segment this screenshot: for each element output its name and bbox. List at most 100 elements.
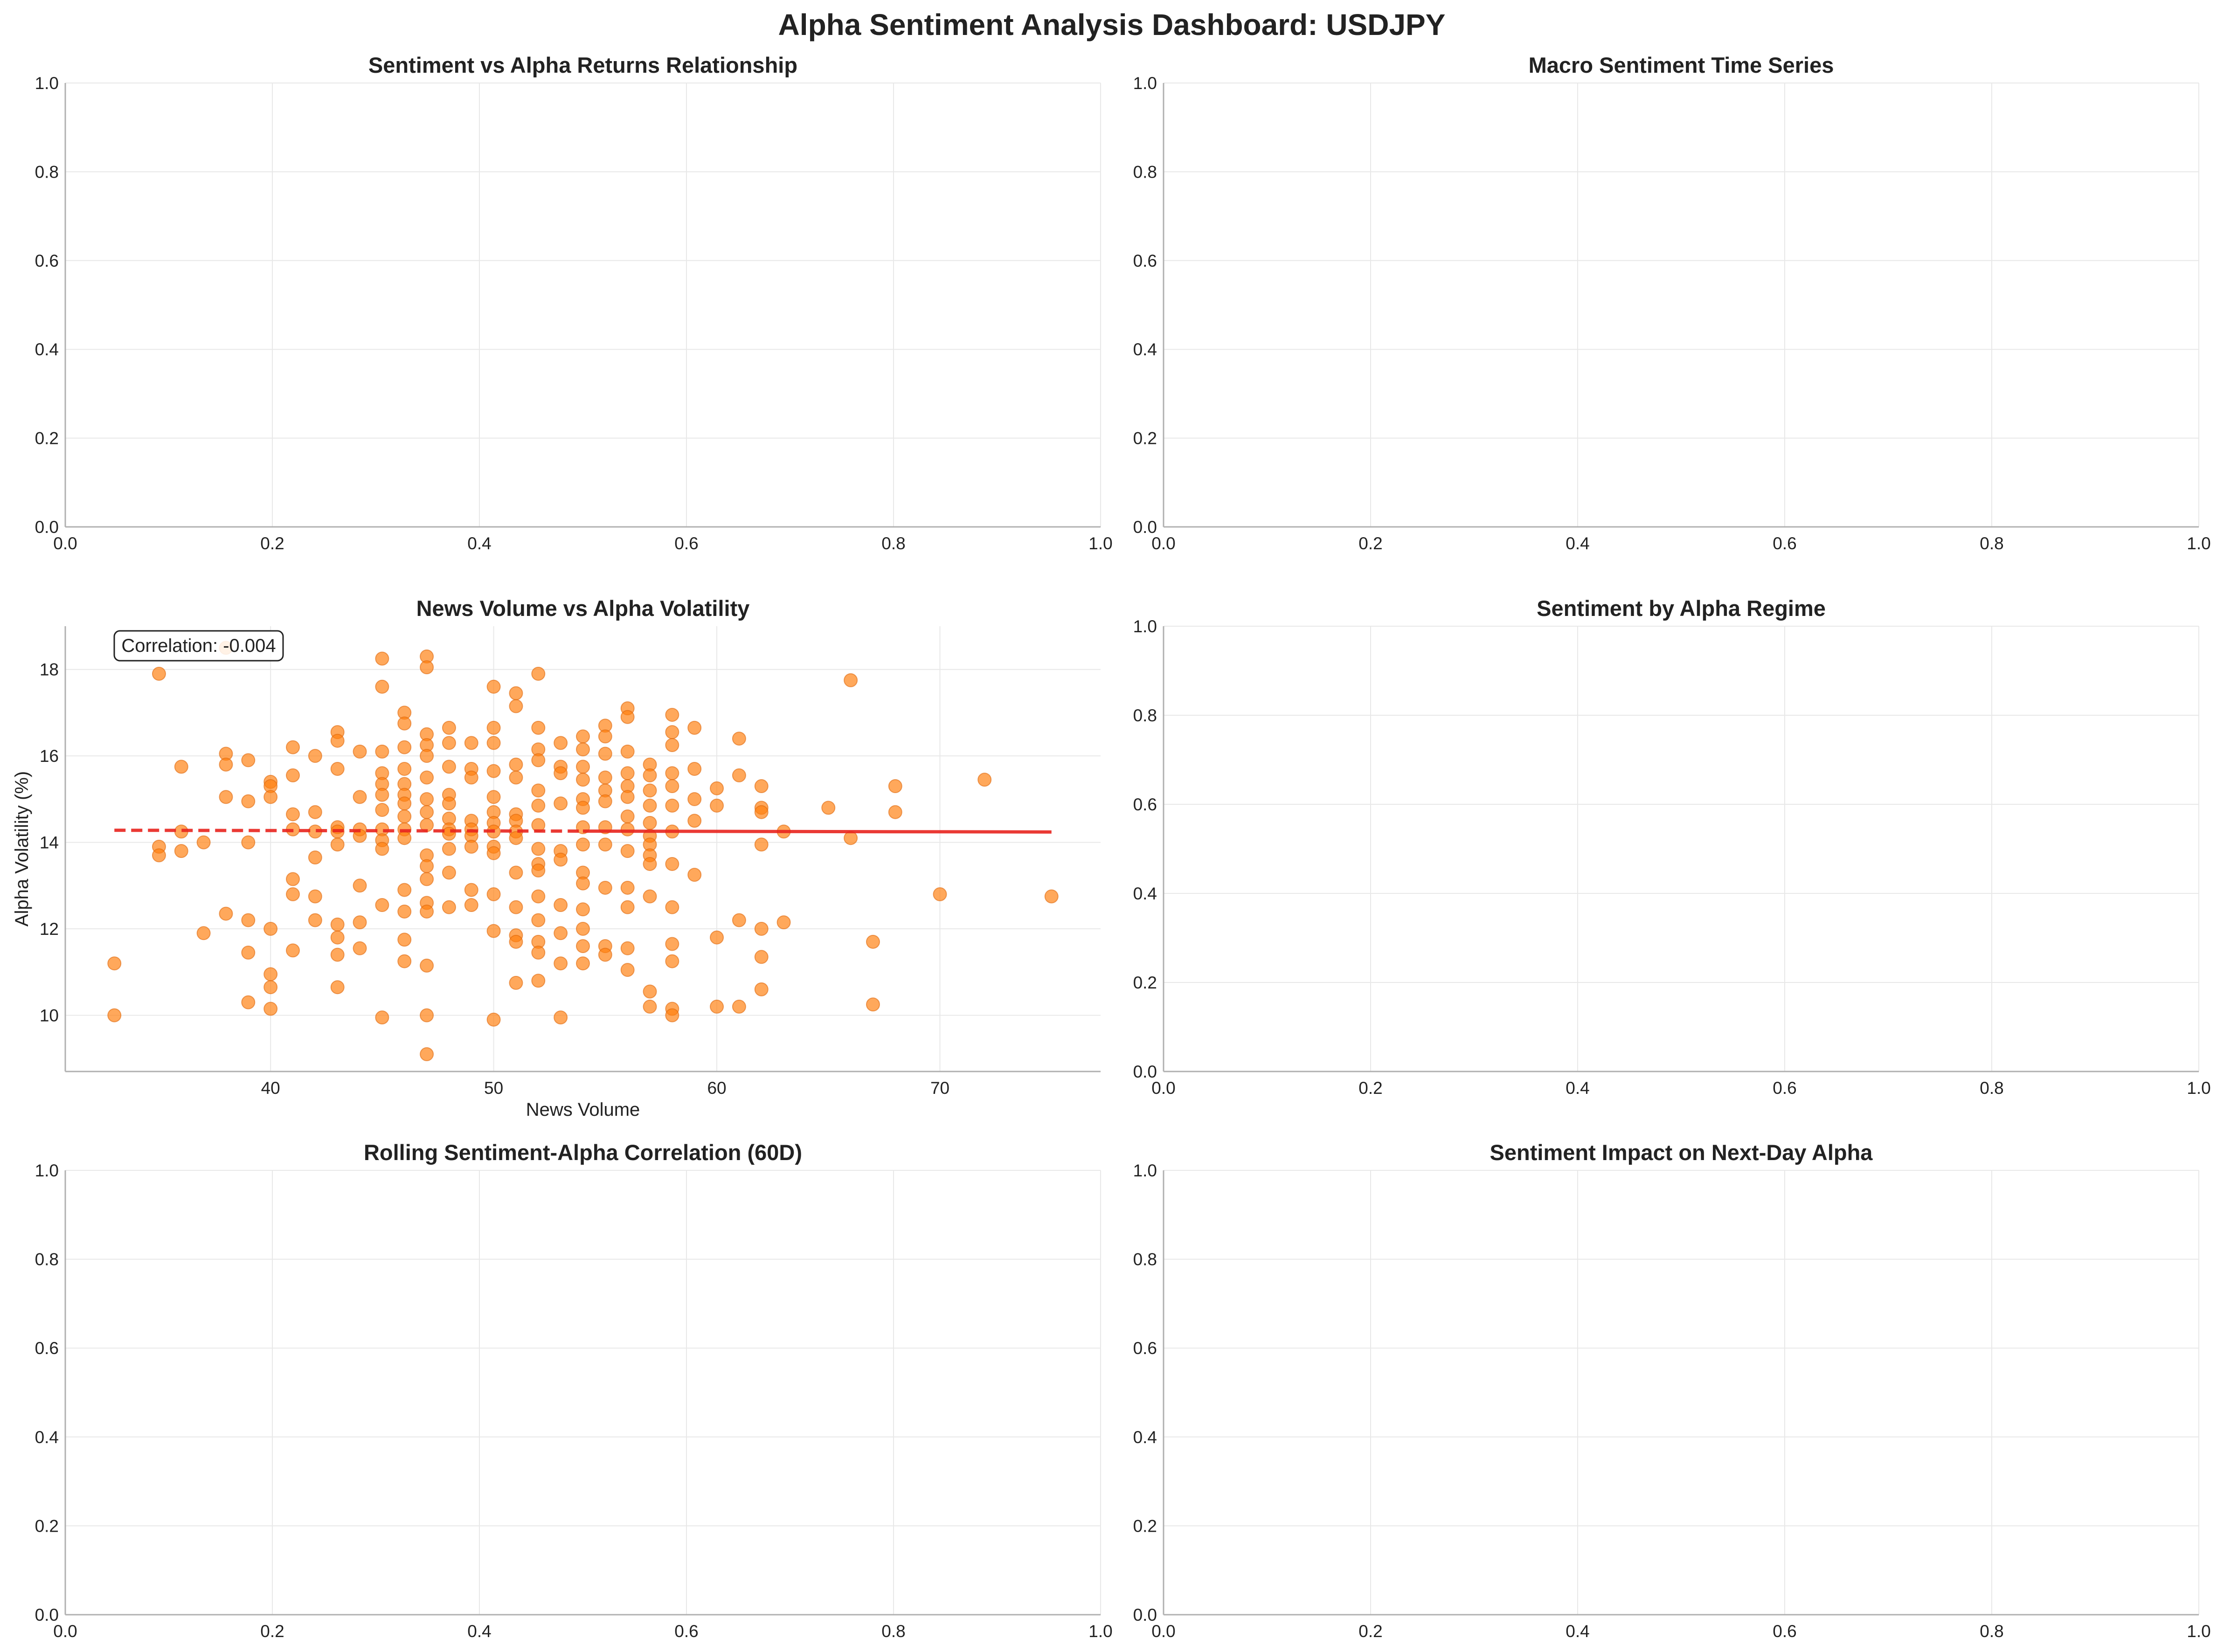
scatter-point (442, 760, 456, 774)
x-tick-label: 1.0 (2187, 1078, 2210, 1098)
y-tick-label: 0.2 (1133, 1516, 1157, 1535)
scatter-point (576, 902, 590, 917)
scatter-point (486, 924, 501, 938)
scatter-point (330, 917, 345, 932)
scatter-point (375, 744, 389, 759)
scatter-point (598, 729, 612, 744)
scatter-point (196, 835, 211, 850)
scatter-point (397, 796, 412, 811)
scatter-point (554, 852, 568, 867)
scatter-point (620, 744, 635, 759)
y-tick-label: 0.6 (1133, 1339, 1157, 1358)
scatter-point (576, 876, 590, 891)
scatter-point (442, 842, 456, 856)
scatter-point (486, 790, 501, 804)
scatter-point (598, 794, 612, 809)
scatter-point (665, 708, 679, 722)
x-tick-label: 0.6 (1773, 1622, 1796, 1641)
scatter-point (263, 922, 278, 936)
y-tick-label: 0.4 (1133, 340, 1157, 359)
scatter-point (196, 926, 211, 940)
x-tick-label: 0.2 (260, 534, 284, 553)
scatter-point (531, 913, 546, 927)
scatter-point (620, 844, 635, 858)
x-tick-label: 1.0 (2187, 534, 2210, 553)
scatter-point (219, 906, 233, 921)
scatter-point (554, 926, 568, 940)
x-tick-label: 0.6 (674, 534, 698, 553)
y-tick-label: 0.6 (1133, 251, 1157, 270)
scatter-point (442, 900, 456, 914)
scatter-point (665, 857, 679, 871)
x-tick-label: 0.4 (1566, 1078, 1589, 1098)
x-tick-label: 0.4 (467, 1622, 491, 1641)
scatter-point (933, 887, 947, 901)
scatter-point (330, 930, 345, 945)
scatter-point (397, 809, 412, 823)
scatter-point (710, 798, 724, 813)
correlation-annotation: Correlation: -0.004 (121, 636, 276, 656)
scatter-point (308, 805, 322, 819)
x-tick-label: 0.8 (1980, 534, 2003, 553)
scatter-point (598, 747, 612, 761)
scatter-point (576, 760, 590, 774)
scatter-point (598, 770, 612, 785)
y-tick-label: 1.0 (1133, 617, 1157, 636)
scatter-point (665, 779, 679, 794)
x-tick-label: 0.4 (1566, 1622, 1589, 1641)
scatter-point (486, 846, 501, 860)
panel-title: Sentiment Impact on Next-Day Alpha (1490, 1140, 1873, 1165)
y-tick-label: 0.2 (1133, 429, 1157, 448)
x-tick-label: 0.0 (53, 1622, 77, 1641)
scatter-point (107, 1008, 122, 1023)
scatter-point (620, 941, 635, 955)
scatter-point (330, 980, 345, 995)
x-tick-label: 60 (707, 1078, 726, 1098)
scatter-point (687, 761, 702, 776)
panel-title: News Volume vs Alpha Volatility (416, 596, 750, 621)
x-tick-label: 0.2 (260, 1622, 284, 1641)
scatter-point (420, 958, 434, 973)
y-tick-label: 1.0 (35, 1161, 59, 1180)
scatter-point (509, 686, 523, 700)
panel-macro-sentiment: Macro Sentiment Time Series 0.0 0.2 0.4 0.6 0… (1133, 53, 2211, 553)
y-tick-label: 0.0 (1133, 1605, 1157, 1624)
scatter-point (442, 720, 456, 735)
scatter-point (531, 946, 546, 960)
scatter-point (531, 974, 546, 988)
scatter-point (397, 933, 412, 947)
scatter-point (375, 651, 389, 666)
scatter-point (420, 660, 434, 675)
scatter-point (464, 898, 478, 912)
scatter-point (353, 941, 367, 955)
scatter-point (531, 842, 546, 856)
scatter-point (710, 999, 724, 1014)
x-tick-label: 0.2 (1358, 1078, 1382, 1098)
scatter-point (643, 984, 657, 999)
y-tick-label: 0.8 (35, 1250, 59, 1269)
scatter-point (665, 937, 679, 951)
scatter-point (397, 904, 412, 919)
x-tick-label: 0.0 (1151, 1622, 1175, 1641)
scatter-point (308, 913, 322, 927)
scatter-point (397, 716, 412, 731)
scatter-point (509, 934, 523, 949)
scatter-point (420, 770, 434, 785)
scatter-point (375, 788, 389, 802)
scatter-point (754, 805, 769, 819)
scatter-point (776, 915, 791, 930)
scatter-point (576, 729, 590, 744)
scatter-point (353, 878, 367, 893)
scatter-point (286, 740, 300, 754)
scatter-point (576, 801, 590, 815)
scatter-point (554, 898, 568, 912)
scatter-point (486, 736, 501, 750)
scatter-point (174, 844, 188, 858)
scatter-point (620, 710, 635, 724)
scatter-point (107, 956, 122, 971)
y-tick-label: 0.2 (35, 1516, 59, 1535)
scatter-point (286, 768, 300, 782)
scatter-point (420, 1047, 434, 1061)
scatter-point (464, 770, 478, 785)
